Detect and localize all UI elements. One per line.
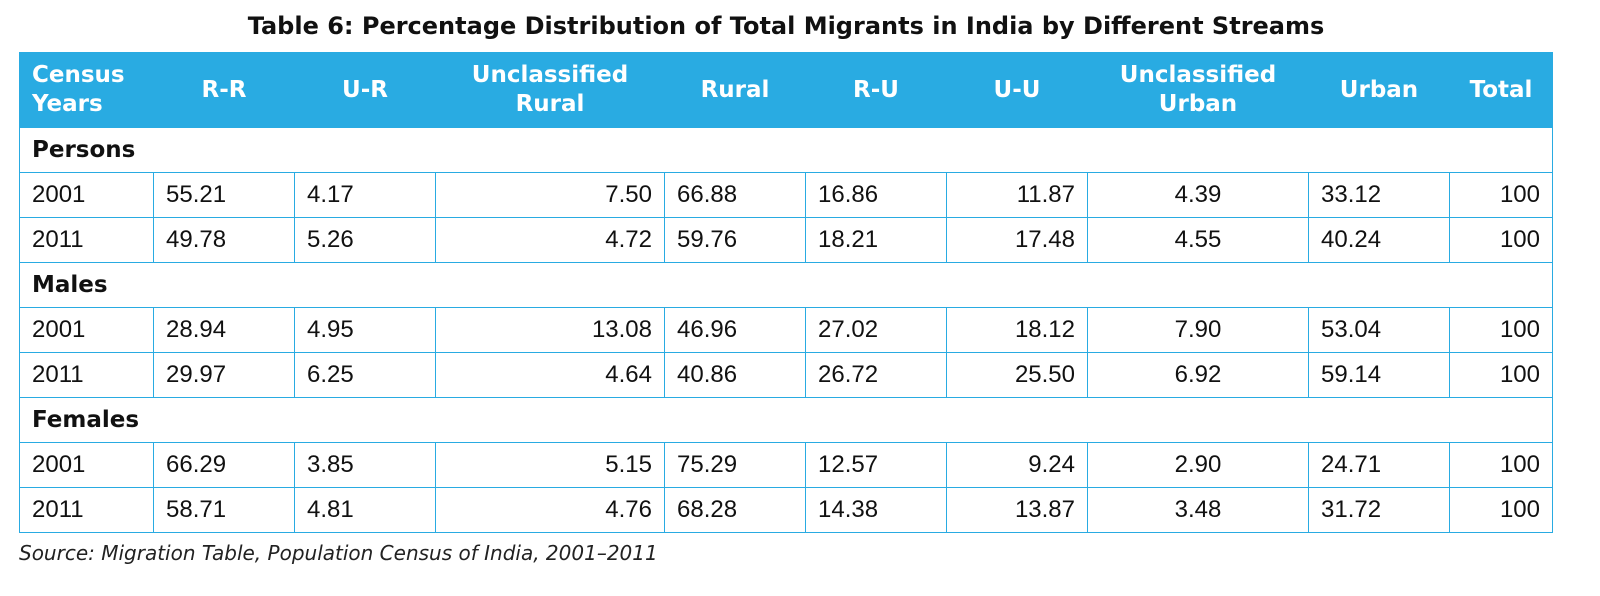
- value-cell: 26.72: [805, 352, 947, 398]
- value-cell: 16.86: [805, 172, 947, 218]
- value-cell: 4.95: [294, 307, 436, 353]
- column-header: Urban: [1308, 52, 1450, 128]
- value-cell: 6.25: [294, 352, 436, 398]
- header-row: Census Years R-R U-R Unclassified Rural …: [19, 52, 1553, 128]
- value-cell: 40.86: [664, 352, 806, 398]
- column-header: Total: [1449, 52, 1553, 128]
- value-cell: 28.94: [153, 307, 295, 353]
- table-body: Persons 2001 55.21 4.17 7.50 66.88 16.86 11.87 4…: [19, 127, 1553, 533]
- year-cell: 2001: [19, 442, 154, 488]
- value-cell: 5.15: [435, 442, 665, 488]
- value-cell: 24.71: [1308, 442, 1450, 488]
- value-cell: 4.17: [294, 172, 436, 218]
- value-cell: 13.87: [946, 487, 1088, 533]
- value-cell: 12.57: [805, 442, 947, 488]
- value-cell: 7.50: [435, 172, 665, 218]
- value-cell: 100: [1449, 442, 1553, 488]
- column-header: Rural: [664, 52, 806, 128]
- column-header: Census Years: [19, 52, 154, 128]
- value-cell: 100: [1449, 307, 1553, 353]
- value-cell: 17.48: [946, 217, 1088, 263]
- value-cell: 4.55: [1087, 217, 1309, 263]
- table-title: Table 6: Percentage Distribution of Tota…: [247, 12, 1325, 40]
- group-label: Males: [19, 262, 1553, 308]
- value-cell: 75.29: [664, 442, 806, 488]
- group-label: Persons: [19, 127, 1553, 173]
- group-row: Persons: [19, 127, 1553, 173]
- value-cell: 3.48: [1087, 487, 1309, 533]
- value-cell: 2.90: [1087, 442, 1309, 488]
- group-row: Males: [19, 262, 1553, 308]
- table-row: 2011 49.78 5.26 4.72 59.76 18.21 17.48 4.55 40.2…: [19, 217, 1553, 263]
- column-header: U-R: [294, 52, 436, 128]
- column-header: R-R: [153, 52, 295, 128]
- source-note: Source: Migration Table, Population Cens…: [19, 541, 658, 565]
- migration-table: Census Years R-R U-R Unclassified Rural …: [19, 52, 1553, 533]
- value-cell: 68.28: [664, 487, 806, 533]
- value-cell: 46.96: [664, 307, 806, 353]
- value-cell: 27.02: [805, 307, 947, 353]
- value-cell: 59.76: [664, 217, 806, 263]
- value-cell: 59.14: [1308, 352, 1450, 398]
- value-cell: 4.72: [435, 217, 665, 263]
- column-header: R-U: [805, 52, 947, 128]
- group-row: Females: [19, 397, 1553, 443]
- value-cell: 100: [1449, 487, 1553, 533]
- value-cell: 6.92: [1087, 352, 1309, 398]
- value-cell: 7.90: [1087, 307, 1309, 353]
- column-header: Unclassified Rural: [435, 52, 665, 128]
- value-cell: 66.29: [153, 442, 295, 488]
- value-cell: 25.50: [946, 352, 1088, 398]
- value-cell: 33.12: [1308, 172, 1450, 218]
- value-cell: 58.71: [153, 487, 295, 533]
- year-cell: 2001: [19, 172, 154, 218]
- value-cell: 18.12: [946, 307, 1088, 353]
- value-cell: 4.76: [435, 487, 665, 533]
- table-row: 2011 58.71 4.81 4.76 68.28 14.38 13.87 3.48 31.7…: [19, 487, 1553, 533]
- value-cell: 4.81: [294, 487, 436, 533]
- value-cell: 18.21: [805, 217, 947, 263]
- value-cell: 9.24: [946, 442, 1088, 488]
- year-cell: 2011: [19, 352, 154, 398]
- table-row: 2001 28.94 4.95 13.08 46.96 27.02 18.12 7.90 53.…: [19, 307, 1553, 353]
- column-header: Unclassified Urban: [1087, 52, 1309, 128]
- value-cell: 66.88: [664, 172, 806, 218]
- value-cell: 11.87: [946, 172, 1088, 218]
- value-cell: 4.39: [1087, 172, 1309, 218]
- value-cell: 3.85: [294, 442, 436, 488]
- table-row: 2001 55.21 4.17 7.50 66.88 16.86 11.87 4.39 33.1…: [19, 172, 1553, 218]
- year-cell: 2001: [19, 307, 154, 353]
- value-cell: 40.24: [1308, 217, 1450, 263]
- value-cell: 31.72: [1308, 487, 1450, 533]
- column-header: U-U: [946, 52, 1088, 128]
- value-cell: 55.21: [153, 172, 295, 218]
- value-cell: 49.78: [153, 217, 295, 263]
- value-cell: 53.04: [1308, 307, 1450, 353]
- table-row: 2001 66.29 3.85 5.15 75.29 12.57 9.24 2.90 24.71…: [19, 442, 1553, 488]
- value-cell: 100: [1449, 217, 1553, 263]
- year-cell: 2011: [19, 217, 154, 263]
- value-cell: 100: [1449, 352, 1553, 398]
- value-cell: 5.26: [294, 217, 436, 263]
- value-cell: 4.64: [435, 352, 665, 398]
- table-row: 2011 29.97 6.25 4.64 40.86 26.72 25.50 6.92 59.1…: [19, 352, 1553, 398]
- value-cell: 13.08: [435, 307, 665, 353]
- value-cell: 14.38: [805, 487, 947, 533]
- year-cell: 2011: [19, 487, 154, 533]
- value-cell: 29.97: [153, 352, 295, 398]
- value-cell: 100: [1449, 172, 1553, 218]
- group-label: Females: [19, 397, 1553, 443]
